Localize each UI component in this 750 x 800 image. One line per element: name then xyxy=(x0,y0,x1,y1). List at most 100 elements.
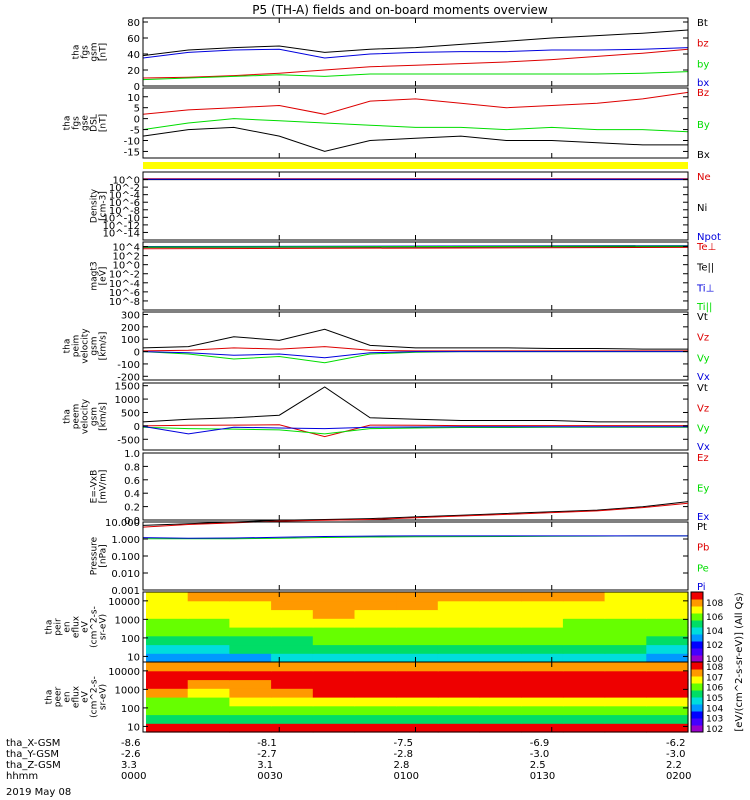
heat-cell xyxy=(604,670,647,681)
series-line-Bt xyxy=(142,29,689,57)
heat-cell xyxy=(312,662,356,672)
y-axis-label: E=-VxB[mV/m] xyxy=(90,470,109,504)
heat-cell xyxy=(312,714,356,724)
heat-cell xyxy=(479,670,522,681)
y-tick-label: 200 xyxy=(121,323,140,334)
y-tick-label: 10^4 xyxy=(113,243,140,254)
colorbar-segment xyxy=(691,690,703,698)
heat-cell xyxy=(354,662,397,672)
series-line-Vt xyxy=(142,328,688,350)
orbit-value: -7.5 xyxy=(394,738,414,749)
y-tick-label: 0.4 xyxy=(124,489,140,500)
heat-cell xyxy=(562,705,606,716)
heat-cell xyxy=(437,670,481,681)
heat-cell xyxy=(521,714,564,724)
legend-entry: by xyxy=(697,59,709,70)
heat-cell xyxy=(187,662,230,672)
y-axis-label: thapeirenefluxeV(cm^2-s-sr-eV) xyxy=(45,606,109,648)
y-tick-label: 10^-4 xyxy=(109,191,140,202)
legend-entry: Pe xyxy=(697,563,709,574)
y-tick-label: -5 xyxy=(130,126,140,137)
heat-cell xyxy=(562,697,606,707)
heat-cell xyxy=(271,600,314,611)
y-tick-label: 500 xyxy=(121,408,140,419)
y-axis-label: thafgsgseDSL[nT] xyxy=(63,114,109,132)
legend-entry: Vy xyxy=(697,353,710,364)
heat-cell xyxy=(604,662,647,672)
heat-cell xyxy=(646,662,689,672)
colorbar-tick: 108 xyxy=(706,663,723,673)
heat-cell xyxy=(396,714,439,724)
heat-cell xyxy=(146,688,189,698)
y-tick-label: 100 xyxy=(121,634,140,645)
heat-cell xyxy=(479,600,522,611)
heat-cell xyxy=(646,600,689,611)
y-tick-label: 0.0 xyxy=(124,516,140,527)
orbit-value: -8.1 xyxy=(257,738,277,749)
colorbar-segment xyxy=(691,634,703,642)
heat-cell xyxy=(521,635,564,646)
heat-cell xyxy=(312,705,356,716)
y-tick-label: 10000 xyxy=(108,667,140,678)
heat-cell xyxy=(396,627,439,637)
heat-cell xyxy=(146,653,189,663)
heat-cell xyxy=(479,609,522,619)
colorbar-segment xyxy=(691,725,703,733)
heat-cell xyxy=(479,653,522,663)
heat-cell xyxy=(437,609,481,619)
y-axis-label: Pressure[nPa] xyxy=(90,536,109,575)
heat-cell xyxy=(479,697,522,707)
colorbar-segment xyxy=(691,711,703,719)
series-line-Pi xyxy=(142,535,688,539)
heat-cell xyxy=(396,688,439,698)
heat-cell xyxy=(271,705,314,716)
colorbar-segment xyxy=(691,655,703,663)
heat-cell xyxy=(437,592,481,602)
heat-cell xyxy=(646,723,689,733)
heat-cell xyxy=(229,644,272,654)
legend-entry: Bz xyxy=(697,88,709,99)
colorbar-tick: 104 xyxy=(706,627,723,637)
colorbar-segment xyxy=(691,620,703,628)
heat-cell xyxy=(146,714,189,724)
heat-cell xyxy=(354,609,397,619)
heat-cell xyxy=(562,635,606,646)
heat-cell xyxy=(396,697,439,707)
y-tick-label: 10^0 xyxy=(113,261,140,272)
heat-cell xyxy=(521,600,564,611)
panel-10: 10000 1000 100 10 thapeerenefluxeV(cm^2-s-sr… xyxy=(45,661,689,733)
heat-cell xyxy=(437,688,481,698)
heat-cell xyxy=(396,592,439,602)
heat-cell xyxy=(146,618,189,628)
colorbar-label: [eV/(cm^2-s-sr-eV)] (All Qs) xyxy=(734,592,745,731)
series-line-By xyxy=(142,118,689,133)
heat-cell xyxy=(354,723,397,733)
series-line-bz xyxy=(142,48,689,79)
heat-cell xyxy=(354,627,397,637)
y-tick-label: 20 xyxy=(127,66,140,77)
heat-cell xyxy=(312,697,356,707)
heat-cell xyxy=(229,670,272,681)
y-tick-label: 100 xyxy=(121,335,140,346)
heat-cell xyxy=(521,592,564,602)
orbit-value: 3.3 xyxy=(121,760,137,771)
heat-cell xyxy=(146,679,189,689)
colorbar-tick: 100 xyxy=(706,655,723,665)
heat-cell xyxy=(479,679,522,689)
y-tick-label: 10000 xyxy=(108,597,140,608)
y-tick-label: 0.001 xyxy=(111,586,140,597)
heat-cell xyxy=(187,723,230,733)
heat-cell xyxy=(187,609,230,619)
heat-cell xyxy=(604,644,647,654)
heat-cell xyxy=(437,600,481,611)
heat-cell xyxy=(479,627,522,637)
heat-cell xyxy=(437,705,481,716)
orbit-value: 0200 xyxy=(666,771,691,782)
legend-entry: Vz xyxy=(697,403,709,414)
heat-cell xyxy=(271,670,314,681)
heat-cell xyxy=(229,609,272,619)
colorbar-tick: 108 xyxy=(706,599,723,609)
orbit-value: 2.2 xyxy=(666,760,682,771)
orbit-value: 0130 xyxy=(530,771,555,782)
